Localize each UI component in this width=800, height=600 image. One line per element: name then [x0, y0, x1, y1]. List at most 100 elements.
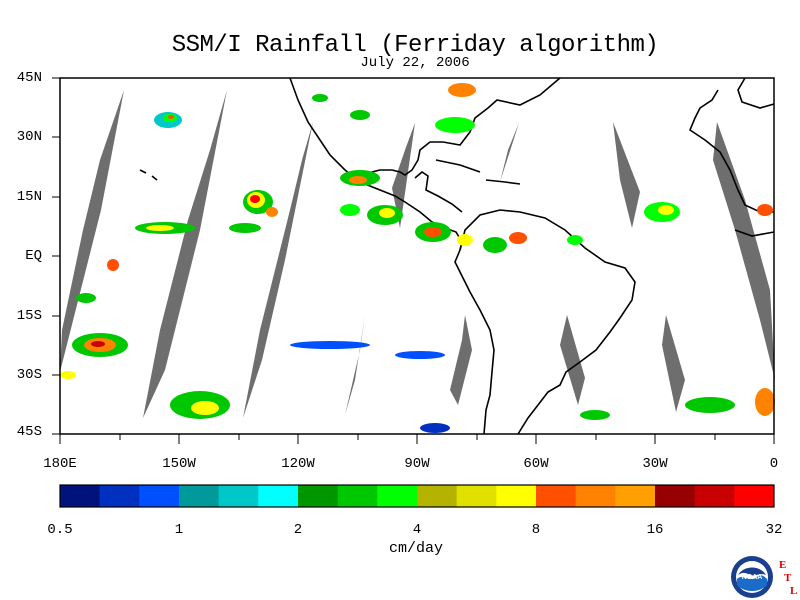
- lat-label-15s: 15S: [16, 308, 42, 324]
- colorbar-swatch: [218, 485, 259, 507]
- rain-patch: [567, 235, 583, 245]
- colorbar-swatch: [496, 485, 537, 507]
- colorbar-swatch: [179, 485, 220, 507]
- lon-label-90w: 90W: [404, 456, 430, 472]
- colorbar-tick: 8: [531, 522, 541, 538]
- svg-text:T: T: [784, 572, 792, 584]
- rain-patch: [757, 204, 773, 216]
- rain-patch: [420, 423, 450, 433]
- rain-patch: [146, 225, 174, 231]
- lat-label-eq: EQ: [25, 248, 42, 264]
- swath-gap: [613, 122, 640, 228]
- lat-label-45s: 45S: [16, 424, 42, 440]
- coastline-north-america-east: [391, 77, 561, 176]
- colorbar-swatch: [575, 485, 616, 507]
- lat-label-30s: 30S: [16, 367, 42, 383]
- map-background: [60, 78, 774, 434]
- coastline-europe: [737, 77, 775, 109]
- swath-gap: [713, 122, 775, 380]
- swath-gap: [60, 90, 124, 372]
- rain-patch: [350, 110, 370, 120]
- rain-patch: [266, 207, 278, 217]
- colorbar-tick: 0.5: [47, 522, 73, 538]
- colorbar-swatch: [99, 485, 140, 507]
- colorbar-swatch: [615, 485, 656, 507]
- rain-patch: [379, 208, 395, 218]
- rain-patch: [107, 259, 119, 271]
- coastline-caribbean: [485, 179, 521, 185]
- lon-label-180e: 180E: [43, 456, 77, 472]
- coastline-hawaii: [139, 169, 158, 181]
- rain-patch: [424, 227, 442, 237]
- swath-gap: [143, 90, 227, 418]
- rain-patch: [755, 388, 775, 416]
- rain-patch: [395, 351, 445, 359]
- map-date: July 22, 2006: [360, 55, 470, 71]
- colorbar-swatch: [258, 485, 299, 507]
- colorbar-tick: 2: [293, 522, 303, 538]
- colorbar-tick: 1: [174, 522, 184, 538]
- coastline-africa-gulf: [734, 229, 775, 237]
- colorbar-tick: 32: [765, 522, 783, 538]
- lon-label-0: 0: [769, 456, 779, 472]
- colorbar-tick: 16: [646, 522, 664, 538]
- rain-patch: [448, 83, 476, 97]
- swath-gap: [450, 315, 472, 405]
- swath-gaps: [60, 90, 775, 418]
- colorbar-swatch: [60, 485, 101, 507]
- noaa-logo: NOAA E T L: [730, 555, 800, 600]
- rain-patch: [312, 94, 328, 102]
- colorbar-swatch: [139, 485, 180, 507]
- colorbar-swatch: [734, 485, 775, 507]
- colorbar-tick: 4: [412, 522, 422, 538]
- colorbar-swatch: [655, 485, 696, 507]
- rain-patch: [509, 232, 527, 244]
- swath-gap: [392, 123, 415, 228]
- colorbar-swatch: [456, 485, 497, 507]
- swath-gap: [243, 122, 313, 418]
- colorbar: [60, 485, 775, 507]
- colorbar-swatch: [536, 485, 577, 507]
- swath-gap: [662, 315, 685, 412]
- colorbar-swatch: [694, 485, 735, 507]
- rain-patch: [91, 341, 105, 347]
- rain-patch: [435, 117, 475, 133]
- colorbar-swatch: [298, 485, 339, 507]
- swath-gap: [560, 315, 585, 405]
- rain-patch: [483, 237, 507, 253]
- rain-patch: [658, 205, 674, 215]
- coastline-yucatan: [414, 170, 463, 213]
- colorbar-swatch: [377, 485, 418, 507]
- map-title: SSM/I Rainfall (Ferriday algorithm): [171, 32, 659, 59]
- coastline-africa: [689, 89, 774, 213]
- rain-patch: [340, 204, 360, 216]
- lat-label-45n: 45N: [16, 70, 42, 86]
- svg-text:NOAA: NOAA: [742, 574, 763, 581]
- lat-label-30n: 30N: [16, 129, 42, 145]
- rain-patch: [349, 176, 367, 184]
- rain-patch: [229, 223, 261, 233]
- svg-text:E: E: [779, 559, 786, 571]
- lat-ticks: [52, 77, 60, 435]
- svg-text:L: L: [790, 585, 797, 597]
- coastline-cuba: [435, 159, 481, 173]
- rain-patch: [191, 401, 219, 415]
- rain-patch: [76, 293, 96, 303]
- rain-patch: [250, 195, 260, 203]
- colorbar-swatch: [337, 485, 378, 507]
- lon-label-150w: 150W: [162, 456, 196, 472]
- colorbar-frame: [59, 484, 775, 508]
- lon-label-60w: 60W: [523, 456, 549, 472]
- coastline-south-america-west: [454, 249, 495, 435]
- colorbar-swatch: [417, 485, 458, 507]
- lon-ticks: [59, 434, 775, 444]
- rain-patch: [685, 397, 735, 413]
- lon-label-30w: 30W: [642, 456, 668, 472]
- colorbar-units: cm/day: [388, 540, 443, 557]
- rain-patch: [290, 341, 370, 349]
- rainfall-patches: [60, 83, 775, 433]
- lat-label-15n: 15N: [16, 189, 42, 205]
- rain-patch: [60, 371, 76, 379]
- coastline-south-america: [459, 209, 636, 435]
- rain-patch: [168, 115, 174, 119]
